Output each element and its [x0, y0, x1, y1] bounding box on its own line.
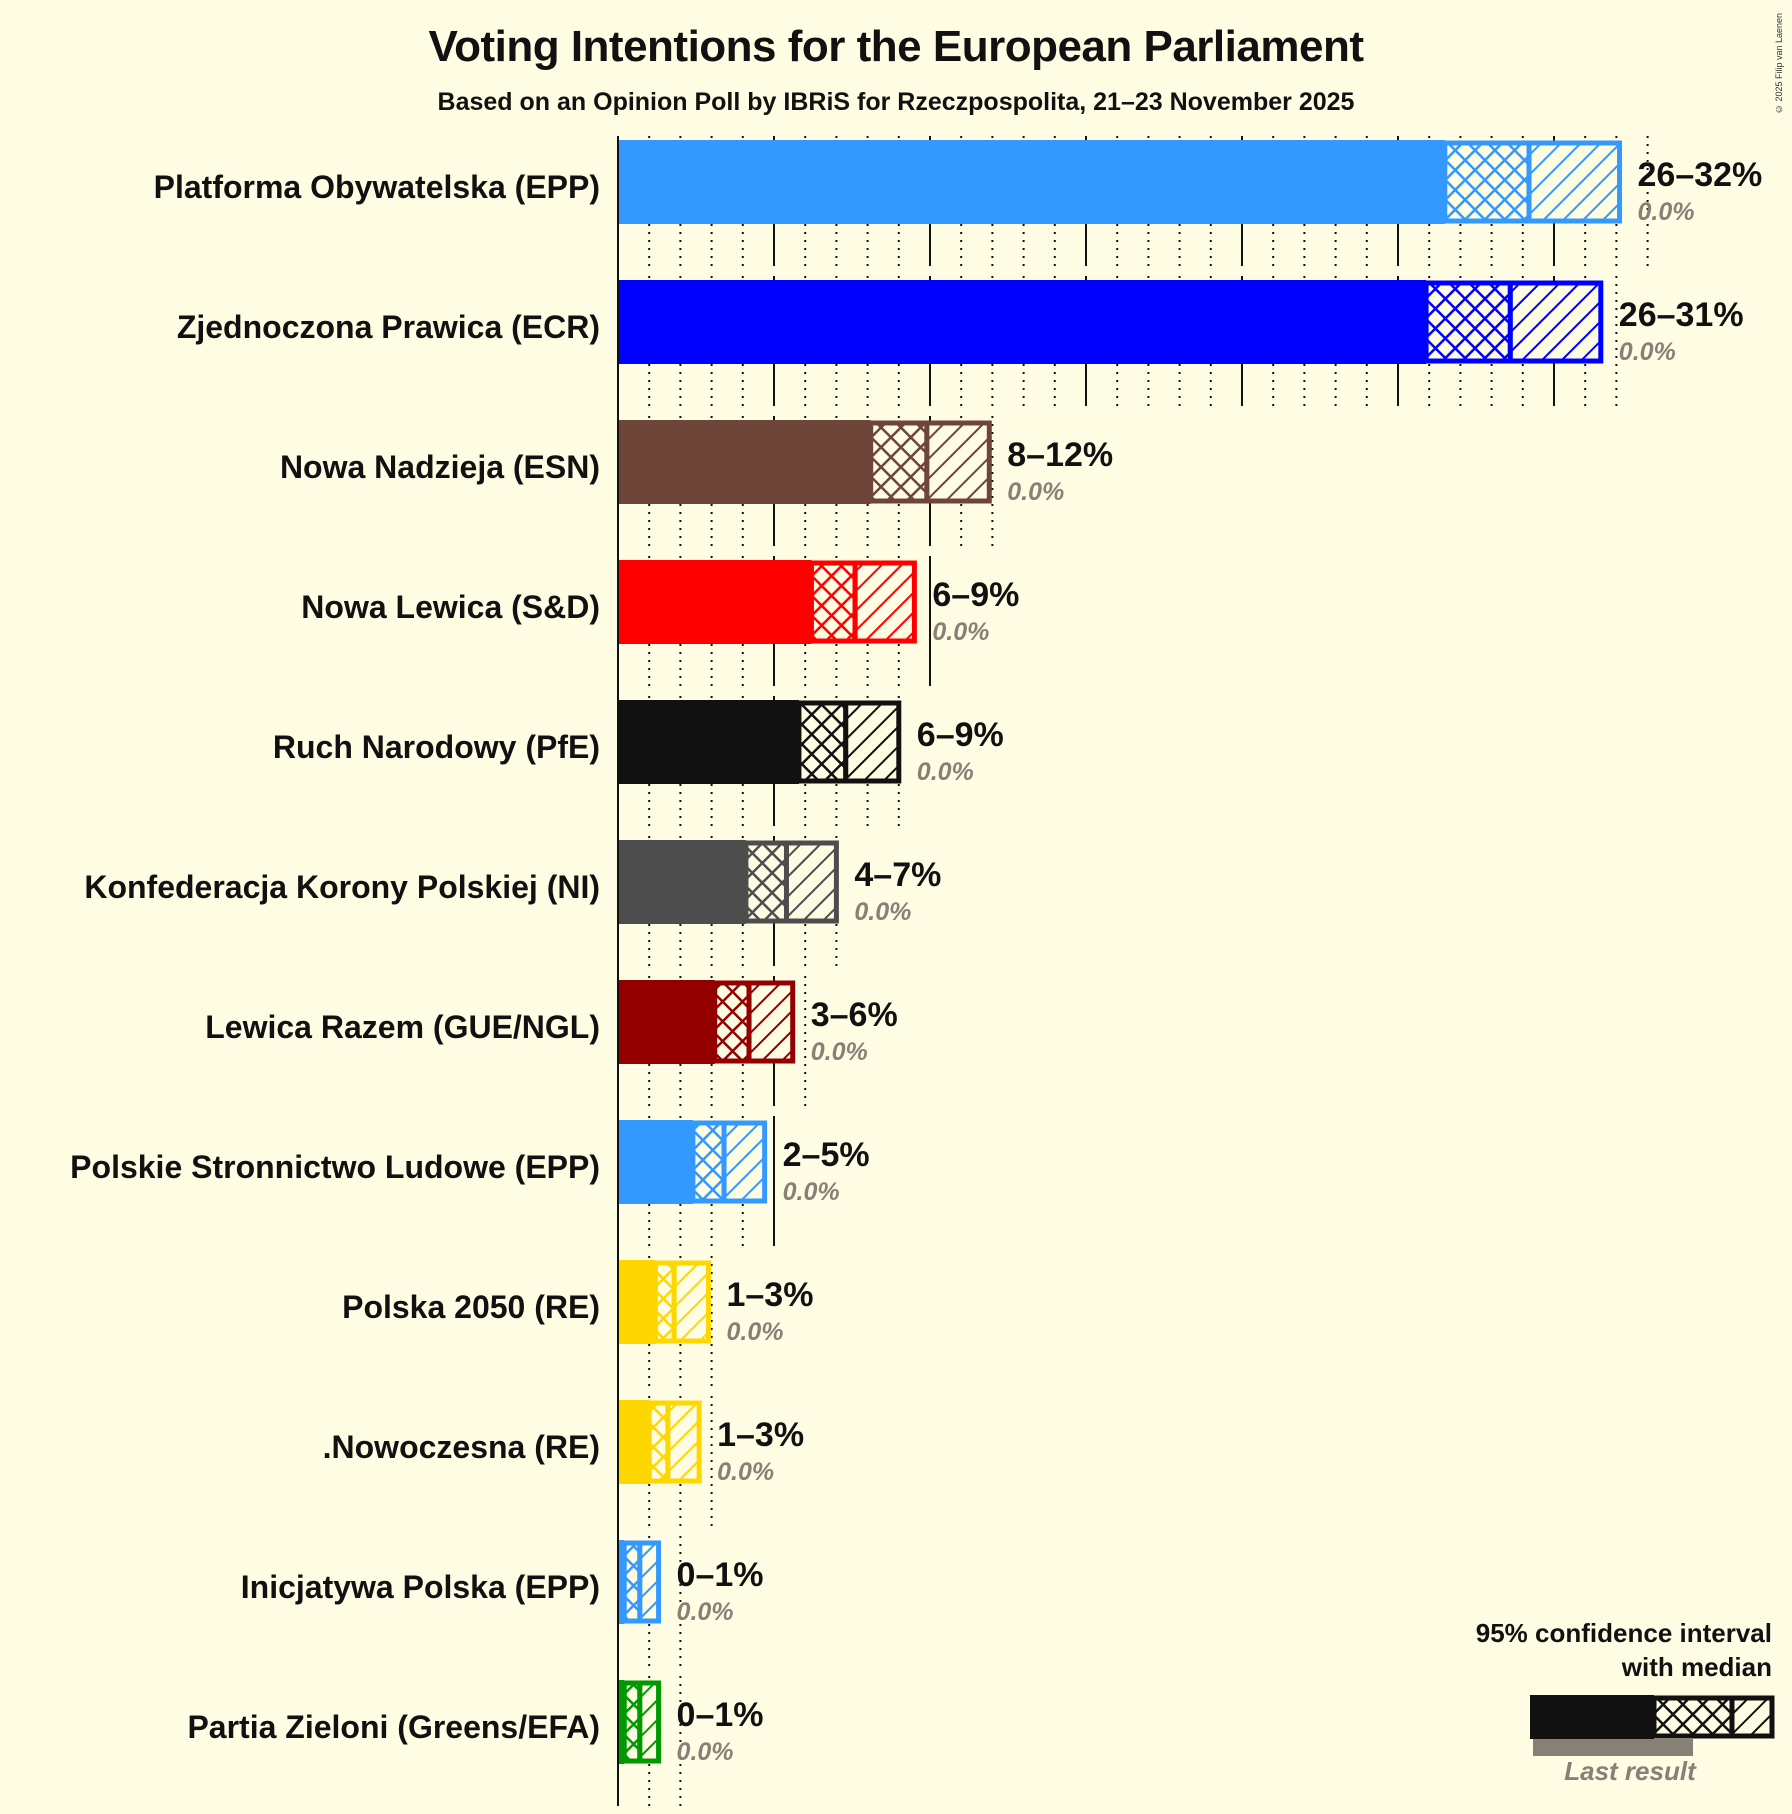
bar-ci-lower-half	[1423, 280, 1513, 364]
party-bar: Polskie Stronnictwo Ludowe (EPP) 2–5% 0.0%	[70, 1120, 870, 1206]
bar-ci-upper-half	[721, 1120, 768, 1204]
party-label: Lewica Razem (GUE/NGL)	[205, 1009, 600, 1045]
party-label: Inicjatywa Polska (EPP)	[241, 1569, 600, 1605]
range-label: 26–32%	[1638, 156, 1763, 194]
last-result-label: 0.0%	[726, 1318, 783, 1346]
party-label: Polskie Stronnictwo Ludowe (EPP)	[70, 1149, 600, 1185]
party-label: Nowa Nadzieja (ESN)	[280, 449, 600, 485]
bar-ci-lower-half	[743, 840, 789, 924]
range-label: 4–7%	[854, 856, 941, 894]
bar-ci-upper-half	[671, 1260, 711, 1344]
last-result-label: 0.0%	[677, 1598, 734, 1626]
bar-solid-segment	[618, 560, 812, 644]
party-bar: Konfederacja Korony Polskiej (NI) 4–7% 0.0…	[84, 840, 941, 926]
bar-solid-segment	[618, 1540, 625, 1624]
bar-ci-lower-half	[808, 560, 858, 644]
last-result-label: 0.0%	[854, 898, 911, 926]
last-result-label: 0.0%	[717, 1458, 774, 1486]
range-label: 8–12%	[1007, 436, 1113, 474]
party-bar: Nowa Nadzieja (ESN) 8–12% 0.0%	[280, 420, 1113, 506]
legend-title-line2: with median	[1621, 1652, 1772, 1682]
range-label: 1–3%	[726, 1276, 813, 1314]
party-label: .Nowoczesna (RE)	[323, 1429, 600, 1465]
range-label: 6–9%	[917, 716, 1004, 754]
party-label: Zjednoczona Prawica (ECR)	[177, 309, 600, 345]
last-result-label: 0.0%	[811, 1038, 868, 1066]
legend-ci-lower	[1651, 1695, 1735, 1739]
bar-solid-segment	[618, 1120, 693, 1204]
bar-solid-segment	[618, 700, 799, 784]
legend-last-result-bar	[1533, 1739, 1693, 1756]
legend-ci-upper	[1729, 1695, 1775, 1739]
bar-solid-segment	[618, 1680, 625, 1764]
chart-subtitle: Based on an Opinion Poll by IBRiS for Rz…	[437, 88, 1355, 116]
bar-solid-segment	[618, 280, 1427, 364]
bar-ci-upper-half	[637, 1680, 662, 1764]
bar-ci-upper-half	[1526, 140, 1623, 224]
party-label: Ruch Narodowy (PfE)	[273, 729, 600, 765]
party-label: Konfederacja Korony Polskiej (NI)	[84, 869, 600, 905]
party-bar: Inicjatywa Polska (EPP) 0–1% 0.0%	[241, 1540, 764, 1626]
bar-ci-upper-half	[665, 1400, 702, 1484]
party-bar: Polska 2050 (RE) 1–3% 0.0%	[342, 1260, 813, 1346]
party-label: Platforma Obywatelska (EPP)	[154, 169, 600, 205]
bar-ci-lower-half	[712, 980, 752, 1064]
bar-solid-segment	[618, 840, 746, 924]
party-label: Partia Zieloni (Greens/EFA)	[187, 1709, 600, 1745]
chart-title: Voting Intentions for the European Parli…	[428, 22, 1364, 71]
party-label: Polska 2050 (RE)	[342, 1289, 600, 1325]
range-label: 3–6%	[811, 996, 898, 1034]
party-bar: Ruch Narodowy (PfE) 6–9% 0.0%	[273, 700, 1004, 786]
bar-ci-upper-half	[852, 560, 917, 644]
last-result-label: 0.0%	[677, 1738, 734, 1766]
range-label: 1–3%	[717, 1416, 804, 1454]
bar-ci-upper-half	[924, 420, 992, 504]
bar-solid-segment	[618, 420, 871, 504]
bar-ci-upper-half	[1507, 280, 1604, 364]
party-bar: Partia Zieloni (Greens/EFA) 0–1% 0.0%	[187, 1680, 764, 1766]
bar-ci-upper-half	[746, 980, 796, 1064]
party-label: Nowa Lewica (S&D)	[301, 589, 600, 625]
last-result-label: 0.0%	[917, 758, 974, 786]
last-result-label: 0.0%	[1638, 198, 1695, 226]
party-bar: Zjednoczona Prawica (ECR) 26–31% 0.0%	[177, 280, 1744, 366]
bar-ci-upper-half	[783, 840, 839, 924]
bar-solid-segment	[618, 1400, 650, 1484]
last-result-label: 0.0%	[1619, 338, 1676, 366]
bar-ci-upper-half	[843, 700, 902, 784]
party-bar: Lewica Razem (GUE/NGL) 3–6% 0.0%	[205, 980, 898, 1066]
bar-ci-lower-half	[868, 420, 930, 504]
gridlines	[617, 136, 1649, 1806]
legend-swatch	[1530, 1695, 1775, 1756]
bar-ci-lower-half	[652, 1260, 677, 1344]
range-label: 2–5%	[783, 1136, 870, 1174]
bar-ci-upper-half	[637, 1540, 662, 1624]
bar-ci-lower-half	[690, 1120, 727, 1204]
legend-last-result-label: Last result	[1564, 1756, 1696, 1786]
bar-solid-segment	[618, 140, 1445, 224]
party-bar: Platforma Obywatelska (EPP) 26–32% 0.0%	[154, 140, 1763, 226]
bar-solid-segment	[618, 980, 715, 1064]
bar-ci-lower-half	[646, 1400, 671, 1484]
last-result-label: 0.0%	[783, 1178, 840, 1206]
range-label: 26–31%	[1619, 296, 1744, 334]
bar-ci-lower-half	[796, 700, 849, 784]
range-label: 0–1%	[677, 1556, 764, 1594]
party-bar: .Nowoczesna (RE) 1–3% 0.0%	[323, 1400, 804, 1486]
last-result-label: 0.0%	[1007, 478, 1064, 506]
last-result-label: 0.0%	[932, 618, 989, 646]
range-label: 0–1%	[677, 1696, 764, 1734]
range-label: 6–9%	[932, 576, 1019, 614]
bar-ci-lower-half	[1442, 140, 1532, 224]
legend-solid	[1530, 1695, 1654, 1739]
party-bar: Nowa Lewica (S&D) 6–9% 0.0%	[301, 560, 1019, 646]
legend-title: 95% confidence interval with median	[1372, 1616, 1772, 1684]
bar-solid-segment	[618, 1260, 656, 1344]
legend-title-line1: 95% confidence interval	[1475, 1618, 1772, 1648]
